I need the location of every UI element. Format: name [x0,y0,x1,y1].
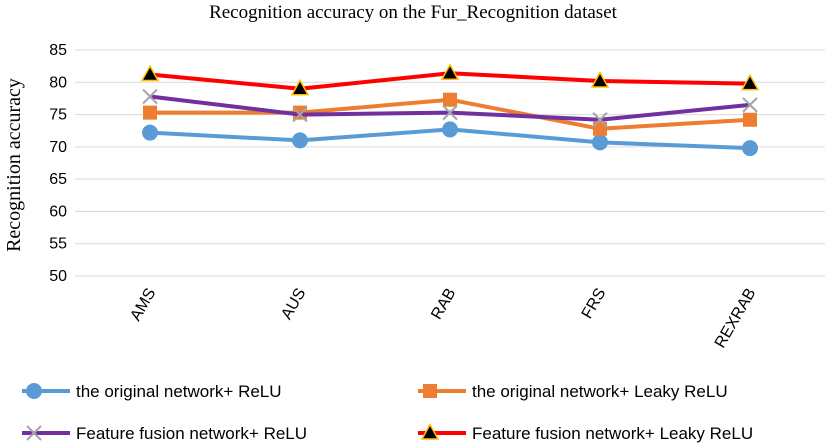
series [142,88,758,128]
data-point [142,88,158,105]
legend: the original network+ ReLU the original n… [22,382,753,443]
x-tick-label: AMS [127,286,159,325]
y-tick-labels: 50 55 60 65 70 75 80 85 [49,42,67,285]
data-point [440,63,460,80]
data-point [592,112,608,128]
legend-item: the original network+ Leaky ReLU [418,382,728,401]
series [140,63,760,96]
data-point [742,97,758,113]
y-tick-label: 70 [49,139,67,156]
data-point [590,71,610,88]
data-point [592,134,608,151]
y-tick-label: 85 [49,42,67,59]
data-point [292,132,308,149]
legend-label: Feature fusion network+ ReLU [76,424,307,443]
legend-item: Feature fusion network+ ReLU [22,424,307,443]
data-point [742,140,758,157]
data-point [26,383,42,399]
data-point [740,73,760,91]
data-point [140,64,160,82]
y-axis-label: Recognition accuracy [3,78,25,252]
data-point [423,384,437,398]
y-tick-label: 75 [49,107,67,124]
y-tick-label: 60 [49,203,67,220]
legend-label: the original network+ Leaky ReLU [472,382,728,401]
legend-label: the original network+ ReLU [76,382,282,401]
data-point [442,121,458,138]
data-point [420,423,440,440]
data-point [743,112,757,127]
legend-item: Feature fusion network+ Leaky ReLU [418,423,753,443]
series-group [140,63,760,157]
x-tick-label: AUS [278,286,309,323]
legend-item: the original network+ ReLU [22,382,282,401]
series [143,92,757,136]
series [142,121,758,157]
y-tick-label: 80 [49,74,67,91]
legend-label: Feature fusion network+ Leaky ReLU [472,424,753,443]
x-tick-labels: AMS AUS RAB FRS REXRAB [127,286,759,351]
data-point [442,104,458,121]
data-point [290,78,310,96]
x-tick-label: RAB [428,286,459,323]
data-point [142,124,158,141]
chart-title: Recognition accuracy on the Fur_Recognit… [209,2,618,23]
data-point [443,92,457,107]
y-tick-label: 65 [49,171,67,188]
y-tick-label: 55 [49,236,67,253]
data-point [26,425,42,441]
data-point [292,106,308,123]
y-tick-label: 50 [49,268,67,285]
x-tick-label: REXRAB [712,286,760,351]
data-point [143,105,157,120]
x-tick-label: FRS [579,286,610,322]
data-point [593,121,607,136]
